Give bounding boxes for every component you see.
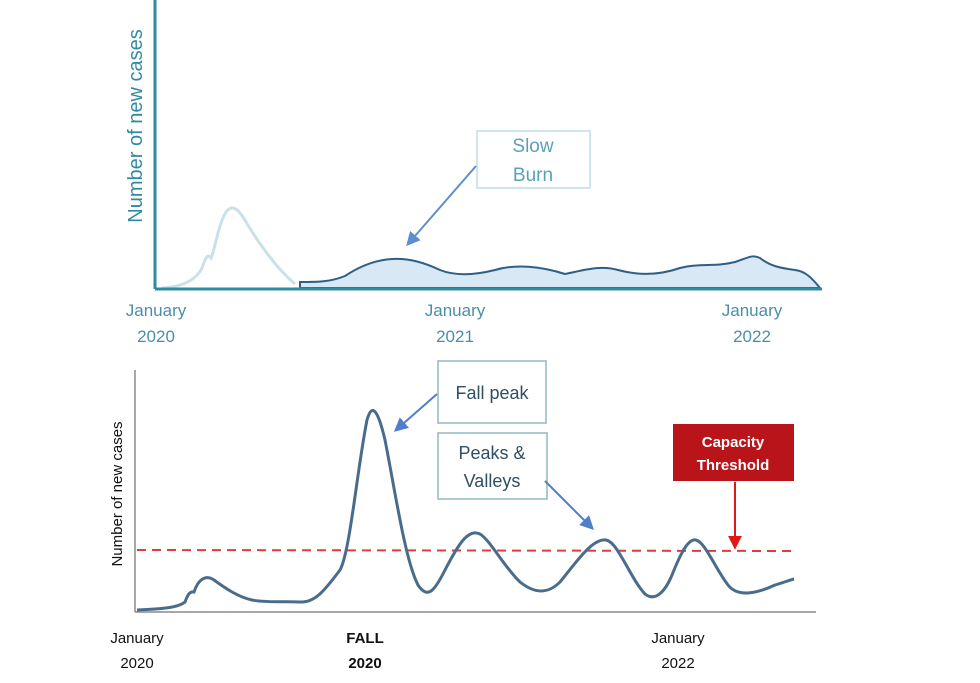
top-x-tick-label-3-line1: January (722, 301, 783, 320)
fall-peak-box (437, 360, 547, 424)
slow-burn-box (476, 130, 591, 189)
bottom-x-tick-label-1-line1: January (110, 630, 164, 647)
slow-burn-arrow (406, 165, 477, 247)
fall-peak-label: Fall peak (455, 383, 529, 403)
bottom-case-curve (136, 409, 795, 612)
capacity-threshold-label-line1: Capacity (702, 434, 765, 451)
peaks-valleys-arrow (544, 480, 594, 530)
top-early-wave-curve (161, 206, 296, 290)
capacity-threshold-label-line2: Threshold (697, 457, 770, 474)
top-x-tick-label-1-line1: January (126, 301, 187, 320)
bottom-x-tick-label-2-line2: 2020 (348, 655, 381, 672)
slow-burn-label-line1: Slow (512, 136, 553, 157)
fall-peak-arrow (393, 393, 438, 432)
capacity-threshold-line (136, 549, 793, 552)
top-x-tick-label-2-line1: January (425, 301, 486, 320)
top-slow-burn-area (299, 255, 823, 289)
peaks-valleys-label-line2: Valleys (464, 471, 521, 491)
bottom-x-tick-label-3-line1: January (651, 630, 705, 647)
top-x-tick-label-2-line2: 2021 (436, 327, 474, 346)
capacity-threshold-box (673, 424, 794, 481)
bottom-x-tick-label-3-line2: 2022 (661, 655, 694, 672)
slow-burn-label-line2: Burn (513, 165, 553, 186)
peaks-valleys-box (437, 432, 548, 500)
bottom-y-axis-label: Number of new cases (109, 421, 126, 566)
top-y-axis-label: Number of new cases (125, 29, 147, 222)
bottom-x-tick-label-2-line1: FALL (346, 630, 384, 647)
top-chart: Number of new cases January 2020 January… (125, 0, 823, 346)
top-x-tick-label-3-line2: 2022 (733, 327, 771, 346)
bottom-chart: Number of new cases January 2020 FALL 20… (109, 360, 816, 672)
peaks-valleys-label-line1: Peaks & (458, 443, 525, 463)
top-x-tick-label-1-line2: 2020 (137, 327, 175, 346)
bottom-x-tick-label-1-line2: 2020 (120, 655, 153, 672)
